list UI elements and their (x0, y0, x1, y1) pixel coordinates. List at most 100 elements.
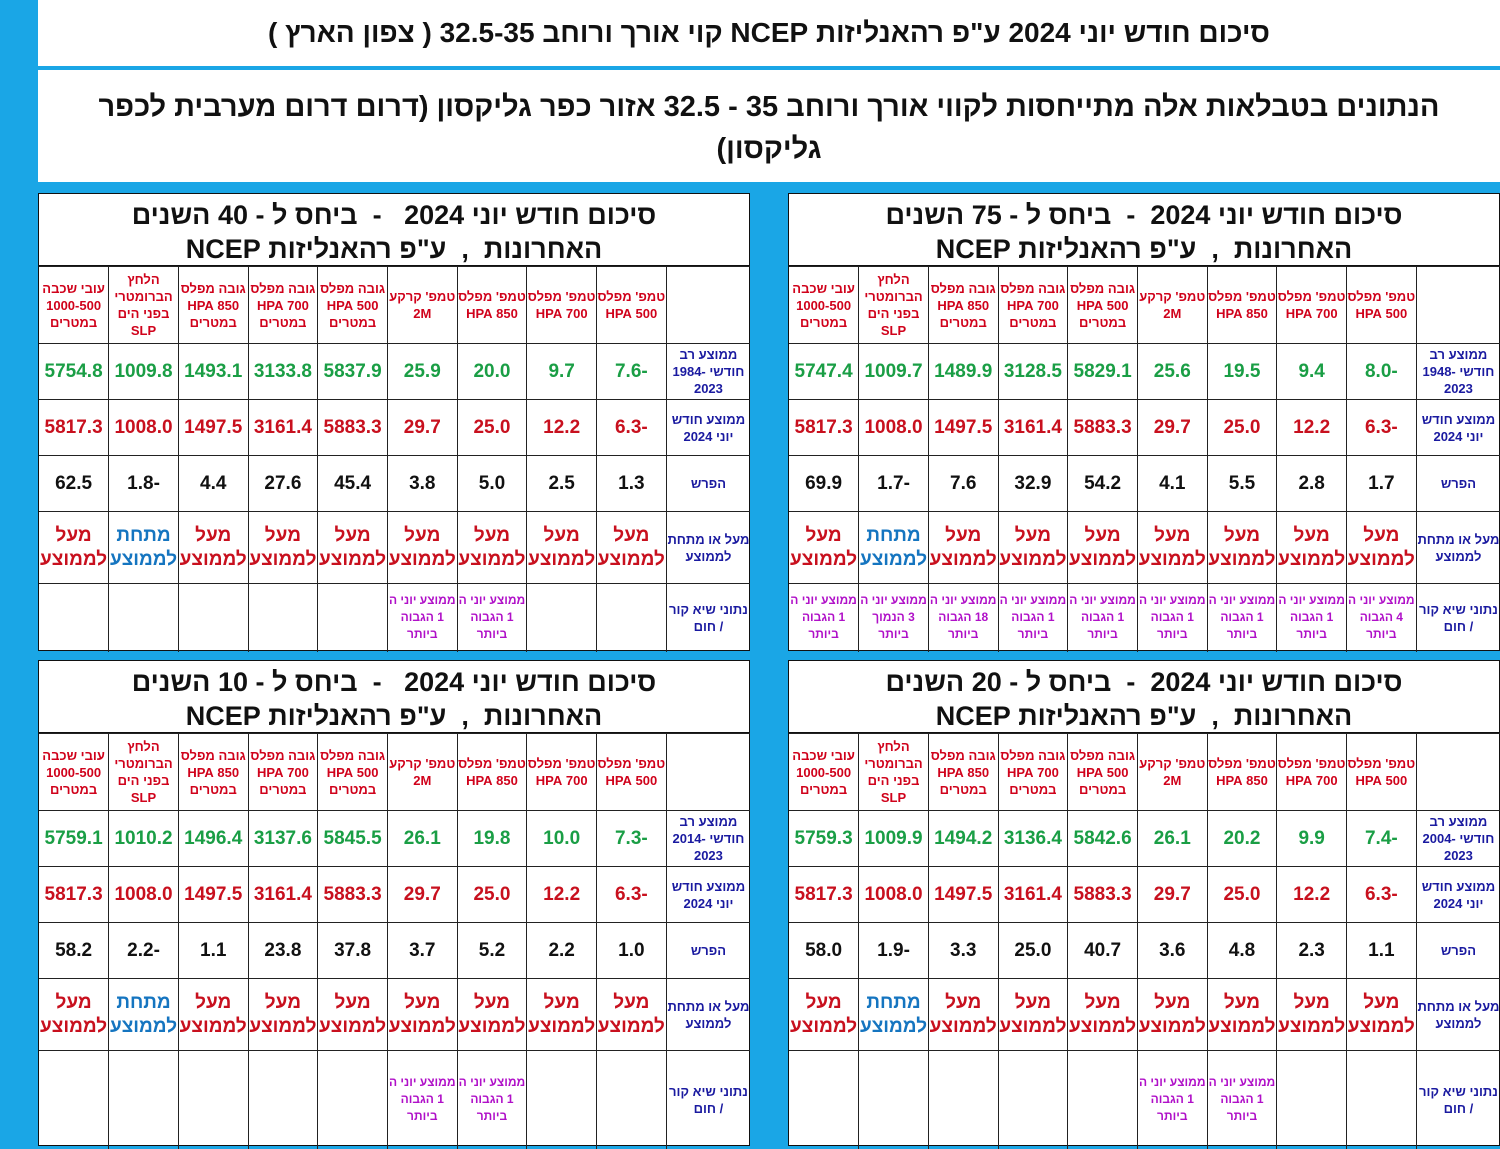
value-cell: 5817.3 (789, 866, 860, 923)
column-header: גובה מפלס 850 HPA במטרים (927, 733, 999, 811)
stats-table: טמפ' מפלס 500 HPA טמפ' מפלס 700 HPA טמפ' מ… (789, 266, 1500, 652)
row-label: הפרש (665, 455, 751, 512)
value-cell: -8.0 (1346, 343, 1417, 400)
value-cell: 9.7 (526, 343, 597, 400)
value-cell: -1.9 (858, 922, 929, 979)
value-cell: 3128.5 (997, 343, 1069, 400)
above-below-row: מעל או מתחת לממוצע מעל לממוצע מעל לממוצע מע… (789, 978, 1500, 1051)
record-cell: ממוצע יוני ה 1 הגבוה ביותר (1206, 1050, 1278, 1149)
record-cell (317, 1050, 388, 1149)
value-cell: 26.1 (386, 810, 458, 867)
status-cell: מעל לממוצע (317, 511, 388, 584)
record-row: נתוני שיא קור / חום ממוצע יוני ה 1 הגבוה … (39, 583, 751, 652)
record-cell (1067, 1050, 1138, 1149)
row-label: ממוצע רב חודשי 2004-2023 (1415, 810, 1500, 867)
status-cell: מעל לממוצע (997, 978, 1069, 1051)
row-label: ממוצע חודש יוני 2024 (1415, 866, 1500, 923)
column-header: טמפ' מפלס 700 HPA (526, 733, 597, 811)
value-cell: 9.9 (1276, 810, 1347, 867)
column-header: טמפ' מפלס 500 HPA (1346, 733, 1417, 811)
corner-cell (1415, 733, 1500, 811)
header-row: טמפ' מפלס 500 HPA טמפ' מפלס 700 HPA טמפ' מ… (39, 733, 751, 811)
value-cell: 3133.8 (247, 343, 319, 400)
panel-header-line-2: האחרונות , ע"פ רהאנליזות NCEP (185, 701, 603, 731)
row-label: ממוצע חודש יוני 2024 (665, 399, 751, 456)
status-cell: מתחת לממוצע (108, 978, 179, 1051)
value-cell: 1.1 (1346, 922, 1417, 979)
row-label: מעל או מתחת לממוצע (665, 511, 751, 584)
header-row: טמפ' מפלס 500 HPA טמפ' מפלס 700 HPA טמפ' מ… (789, 266, 1500, 344)
value-cell: 3136.4 (997, 810, 1069, 867)
value-cell: -7.3 (596, 810, 667, 867)
status-cell: מעל לממוצע (1346, 511, 1417, 584)
status-cell: מעל לממוצע (1276, 978, 1347, 1051)
row-label: מעל או מתחת לממוצע (665, 978, 751, 1051)
panel-header: סיכום חודש יוני 2024 - ביחס ל - 40 השנים… (39, 194, 749, 266)
column-header: גובה מפלס 700 HPA במטרים (997, 266, 1069, 344)
value-cell: 1.7 (1346, 455, 1417, 512)
record-cell (789, 1050, 860, 1149)
record-cell: ממוצע יוני ה 1 הגבוה ביותר (789, 583, 860, 652)
column-header: גובה מפלס 700 HPA במטרים (247, 733, 319, 811)
status-cell: מעל לממוצע (456, 511, 528, 584)
value-cell: 3.3 (927, 922, 999, 979)
status-cell: מעל לממוצע (526, 511, 597, 584)
corner-cell (665, 266, 751, 344)
difference-row: הפרש 1.3 2.5 5.0 3.8 45.4 27.6 4.4 -1.8 62.5 (39, 455, 751, 512)
value-cell: 54.2 (1067, 455, 1138, 512)
value-cell: 29.7 (386, 399, 458, 456)
value-cell: 23.8 (247, 922, 319, 979)
value-cell: 2.8 (1276, 455, 1347, 512)
value-cell: 29.7 (1136, 866, 1208, 923)
record-cell (39, 1050, 110, 1149)
record-cell (108, 1050, 179, 1149)
column-header: גובה מפלס 500 HPA במטרים (317, 266, 388, 344)
value-cell: 5754.8 (39, 343, 110, 400)
value-cell: 5817.3 (789, 399, 860, 456)
record-cell: ממוצע יוני ה 1 הגבוה ביותר (386, 583, 458, 652)
value-cell: 3161.4 (247, 866, 319, 923)
column-header: טמפ' קרקע 2M (1136, 266, 1208, 344)
value-cell: 4.1 (1136, 455, 1208, 512)
average-row: ממוצע רב חודשי 2014-2023 -7.3 10.0 19.8 26.1… (39, 810, 751, 867)
stats-table: טמפ' מפלס 500 HPA טמפ' מפלס 700 HPA טמפ' מ… (39, 733, 751, 1149)
value-cell: 3161.4 (997, 866, 1069, 923)
value-cell: 32.9 (997, 455, 1069, 512)
column-header: טמפ' מפלס 850 HPA (1206, 266, 1278, 344)
value-cell: 9.4 (1276, 343, 1347, 400)
value-cell: 5759.1 (39, 810, 110, 867)
value-cell: 3.6 (1136, 922, 1208, 979)
column-header: גובה מפלס 500 HPA במטרים (1067, 733, 1138, 811)
record-cell: ממוצע יוני ה 1 הגבוה ביותר (997, 583, 1069, 652)
column-header: גובה מפלס 700 HPA במטרים (247, 266, 319, 344)
value-cell: 5817.3 (39, 399, 110, 456)
value-cell: 25.0 (456, 866, 528, 923)
value-cell: 5747.4 (789, 343, 860, 400)
value-cell: 1009.8 (108, 343, 179, 400)
column-header: עובי שכבה 1000-500 במטרים (789, 733, 860, 811)
value-cell: 29.7 (1136, 399, 1208, 456)
panel-header-line-2: האחרונות , ע"פ רהאנליזות NCEP (185, 234, 603, 264)
value-cell: 10.0 (526, 810, 597, 867)
value-cell: 19.8 (456, 810, 528, 867)
value-cell: -2.2 (108, 922, 179, 979)
status-cell: מעל לממוצע (1346, 978, 1417, 1051)
value-cell: 12.2 (526, 399, 597, 456)
value-cell: 1496.4 (177, 810, 249, 867)
value-cell: 26.1 (1136, 810, 1208, 867)
value-cell: 19.5 (1206, 343, 1278, 400)
record-cell (317, 583, 388, 652)
status-cell: מעל לממוצע (596, 978, 667, 1051)
status-cell: מעל לממוצע (1067, 511, 1138, 584)
value-cell: -1.8 (108, 455, 179, 512)
status-cell: מעל לממוצע (247, 511, 319, 584)
column-header: טמפ' מפלס 500 HPA (1346, 266, 1417, 344)
column-header: טמפ' מפלס 500 HPA (596, 266, 667, 344)
value-cell: 37.8 (317, 922, 388, 979)
value-cell: -6.3 (596, 866, 667, 923)
record-cell (526, 1050, 597, 1149)
value-cell: -6.3 (1346, 866, 1417, 923)
row-label: ממוצע חודש יוני 2024 (665, 866, 751, 923)
value-cell: 1497.5 (177, 399, 249, 456)
record-cell (997, 1050, 1069, 1149)
